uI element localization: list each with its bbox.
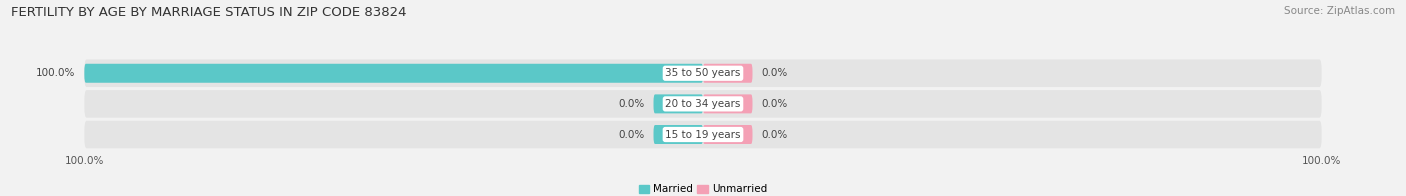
FancyBboxPatch shape — [703, 94, 752, 113]
FancyBboxPatch shape — [703, 125, 752, 144]
FancyBboxPatch shape — [84, 121, 1322, 148]
FancyBboxPatch shape — [84, 64, 703, 83]
FancyBboxPatch shape — [84, 90, 1322, 118]
Text: FERTILITY BY AGE BY MARRIAGE STATUS IN ZIP CODE 83824: FERTILITY BY AGE BY MARRIAGE STATUS IN Z… — [11, 6, 406, 19]
Text: 0.0%: 0.0% — [762, 68, 787, 78]
FancyBboxPatch shape — [654, 125, 703, 144]
Text: 0.0%: 0.0% — [619, 130, 644, 140]
Text: 35 to 50 years: 35 to 50 years — [665, 68, 741, 78]
Text: 15 to 19 years: 15 to 19 years — [665, 130, 741, 140]
Text: 0.0%: 0.0% — [762, 99, 787, 109]
FancyBboxPatch shape — [654, 94, 703, 113]
Text: 0.0%: 0.0% — [762, 130, 787, 140]
Text: 100.0%: 100.0% — [35, 68, 75, 78]
Legend: Married, Unmarried: Married, Unmarried — [634, 180, 772, 196]
Text: 0.0%: 0.0% — [619, 99, 644, 109]
Text: 20 to 34 years: 20 to 34 years — [665, 99, 741, 109]
Text: Source: ZipAtlas.com: Source: ZipAtlas.com — [1284, 6, 1395, 16]
FancyBboxPatch shape — [703, 64, 752, 83]
FancyBboxPatch shape — [84, 59, 1322, 87]
